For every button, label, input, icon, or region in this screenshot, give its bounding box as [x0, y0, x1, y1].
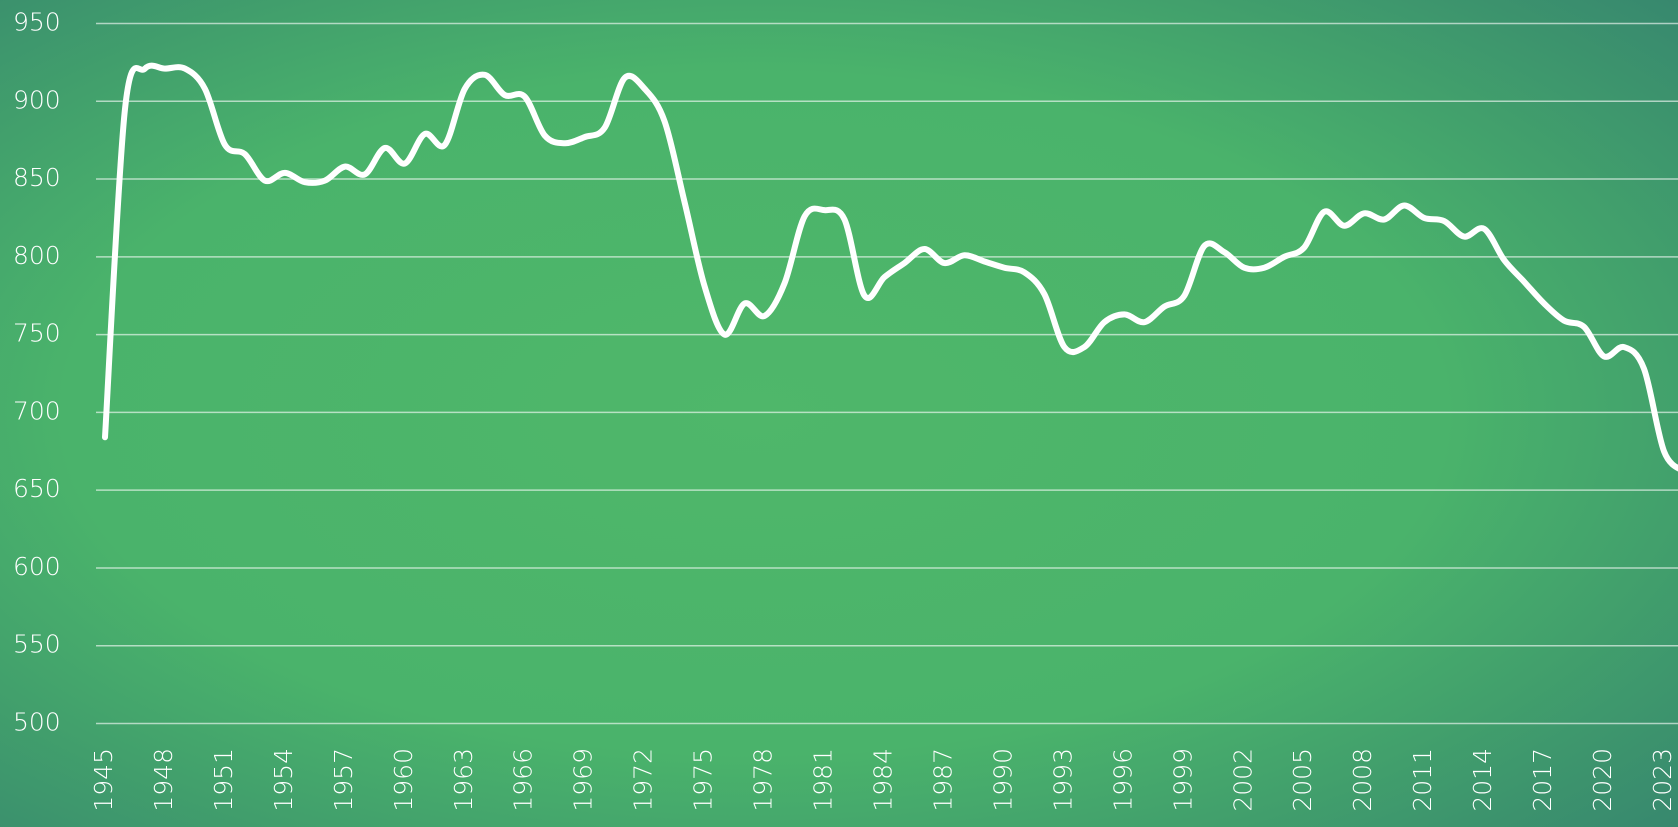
line [101, 62, 1678, 472]
x-tick-label: 1996 [1108, 748, 1137, 812]
y-tick-label: 650 [13, 474, 61, 503]
x-tick-label: 1990 [988, 748, 1017, 812]
y-tick-label: 950 [13, 8, 61, 37]
x-tick-label: 1960 [389, 748, 418, 812]
y-tick-label: 800 [13, 241, 61, 270]
y-tick-label: 600 [13, 552, 61, 581]
x-tick-label: 2002 [1228, 748, 1257, 812]
y-tick-label: 900 [13, 85, 61, 114]
x-tick-label: 1981 [809, 748, 838, 812]
x-tick-label: 1999 [1168, 748, 1197, 812]
x-tick-label: 1972 [629, 748, 658, 812]
x-tick-label: 1954 [269, 748, 298, 812]
x-tick-label: 1993 [1048, 748, 1077, 812]
x-tick-label: 1945 [89, 748, 118, 812]
x-tick-label: 2017 [1528, 748, 1557, 812]
x-tick-label: 2014 [1468, 748, 1497, 812]
x-tick-label: 2020 [1588, 748, 1617, 812]
x-tick-label: 1984 [869, 748, 898, 812]
x-tick-label: 1978 [749, 748, 778, 812]
y-tick-label: 850 [13, 163, 61, 192]
x-tick-label: 1975 [689, 748, 718, 812]
y-tick-label: 550 [13, 630, 61, 659]
x-tick-label: 1963 [449, 748, 478, 812]
x-tick-label: 1969 [569, 748, 598, 812]
x-tick-label: 1951 [209, 748, 238, 812]
y-tick-label: 700 [13, 396, 61, 425]
x-tick-label: 2023 [1648, 748, 1677, 812]
x-tick-label: 2005 [1288, 748, 1317, 812]
x-tick-label: 1966 [509, 748, 538, 812]
x-tick-label: 2011 [1408, 748, 1437, 812]
y-tick-label: 500 [13, 708, 61, 737]
x-tick-label: 1957 [329, 748, 358, 812]
x-tick-label: 1948 [149, 748, 178, 812]
x-tick-label: 2008 [1348, 748, 1377, 812]
y-tick-label: 750 [13, 319, 61, 348]
x-tick-label: 1987 [928, 748, 957, 812]
